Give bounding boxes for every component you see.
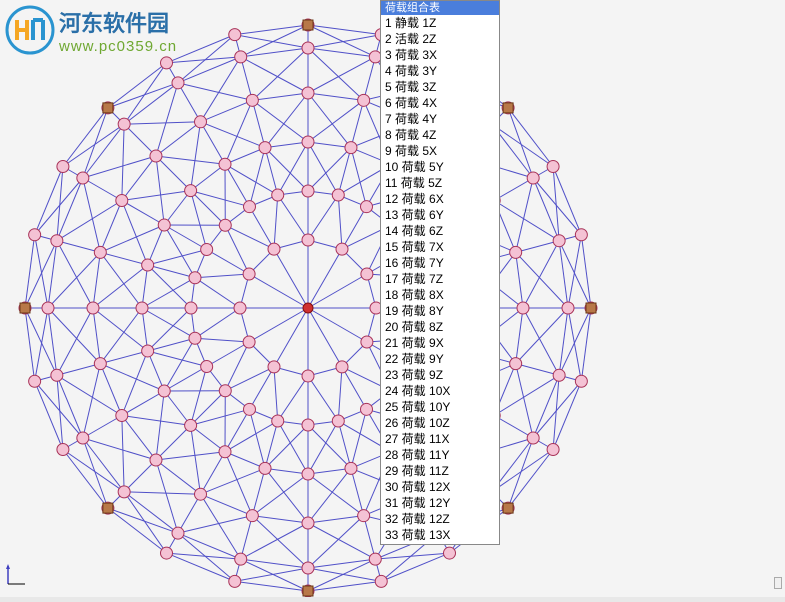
listbox-item[interactable]: 6 荷载 4X <box>381 95 499 111</box>
logo-icon <box>5 5 55 55</box>
load-case-listbox[interactable]: 荷载组合表 1 静载 1Z2 活载 2Z3 荷载 3X4 荷载 3Y5 荷载 3… <box>380 0 500 545</box>
listbox-item[interactable]: 5 荷载 3Z <box>381 79 499 95</box>
listbox-item[interactable]: 14 荷载 6Z <box>381 223 499 239</box>
watermark-name: 河东软件园 <box>59 6 177 38</box>
listbox-item[interactable]: 16 荷载 7Y <box>381 255 499 271</box>
listbox-item[interactable]: 33 荷载 13X <box>381 527 499 543</box>
axis-indicator <box>5 562 30 587</box>
listbox-item[interactable]: 20 荷载 8Z <box>381 319 499 335</box>
listbox-item[interactable]: 34 荷载 13Y <box>381 543 499 545</box>
listbox-item[interactable]: 21 荷载 9X <box>381 335 499 351</box>
listbox-item[interactable]: 26 荷载 10Z <box>381 415 499 431</box>
listbox-item[interactable]: 17 荷载 7Z <box>381 271 499 287</box>
listbox-item[interactable]: 15 荷载 7X <box>381 239 499 255</box>
listbox-item[interactable]: 9 荷载 5X <box>381 143 499 159</box>
listbox-item[interactable]: 24 荷载 10X <box>381 383 499 399</box>
listbox-item[interactable]: 28 荷载 11Y <box>381 447 499 463</box>
listbox-header: 荷载组合表 <box>381 1 499 15</box>
listbox-items-container: 1 静载 1Z2 活载 2Z3 荷载 3X4 荷载 3Y5 荷载 3Z6 荷载 … <box>381 15 499 545</box>
listbox-item[interactable]: 8 荷载 4Z <box>381 127 499 143</box>
listbox-item[interactable]: 25 荷载 10Y <box>381 399 499 415</box>
listbox-item[interactable]: 3 荷载 3X <box>381 47 499 63</box>
listbox-item[interactable]: 10 荷载 5Y <box>381 159 499 175</box>
scroll-arrow-icon[interactable] <box>774 577 782 589</box>
listbox-item[interactable]: 29 荷载 11Z <box>381 463 499 479</box>
watermark-url: www.pc0359.cn <box>59 38 177 55</box>
listbox-item[interactable]: 1 静载 1Z <box>381 15 499 31</box>
listbox-item[interactable]: 11 荷载 5Z <box>381 175 499 191</box>
listbox-item[interactable]: 4 荷载 3Y <box>381 63 499 79</box>
listbox-item[interactable]: 2 活载 2Z <box>381 31 499 47</box>
listbox-item[interactable]: 12 荷载 6X <box>381 191 499 207</box>
listbox-item[interactable]: 30 荷载 12X <box>381 479 499 495</box>
watermark: 河东软件园 www.pc0359.cn <box>5 5 177 55</box>
listbox-item[interactable]: 13 荷载 6Y <box>381 207 499 223</box>
listbox-item[interactable]: 32 荷载 12Z <box>381 511 499 527</box>
listbox-item[interactable]: 31 荷载 12Y <box>381 495 499 511</box>
listbox-item[interactable]: 18 荷载 8X <box>381 287 499 303</box>
listbox-item[interactable]: 27 荷载 11X <box>381 431 499 447</box>
listbox-item[interactable]: 23 荷载 9Z <box>381 367 499 383</box>
listbox-item[interactable]: 7 荷载 4Y <box>381 111 499 127</box>
listbox-item[interactable]: 19 荷载 8Y <box>381 303 499 319</box>
listbox-item[interactable]: 22 荷载 9Y <box>381 351 499 367</box>
